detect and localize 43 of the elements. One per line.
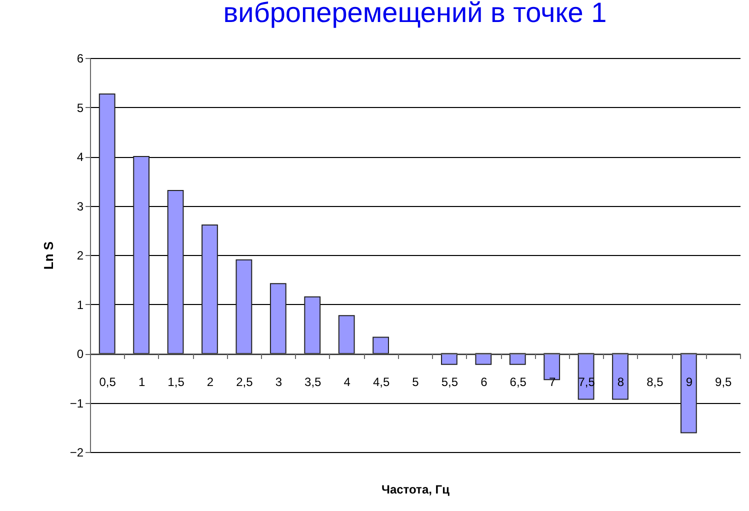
y-tick-label: 1 [76, 298, 84, 312]
bar [98, 93, 116, 354]
x-tick-label: 3 [275, 375, 282, 389]
bar [509, 353, 526, 365]
x-axis-title: Частота, Гц [382, 482, 450, 496]
x-tick-label: 1,5 [168, 375, 185, 389]
bar [167, 190, 184, 354]
chart-title: виброперемещений в точке 1 [223, 0, 607, 28]
y-tick-label: −2 [70, 446, 84, 460]
x-tick-label: 0,5 [99, 375, 116, 389]
x-tick-label: 3,5 [304, 375, 322, 389]
y-tick-label: 5 [76, 100, 84, 115]
x-tick-label: 5 [412, 375, 420, 389]
bar [680, 353, 697, 434]
x-tick-label: 6 [480, 375, 488, 389]
bar [202, 224, 218, 354]
x-tick-label: 6,5 [510, 375, 527, 389]
y-tick-label: 3 [76, 199, 84, 214]
y-tick-label: 6 [76, 52, 84, 66]
bar [133, 156, 150, 354]
x-tick-label: 4 [344, 375, 351, 389]
x-tick-label: 8 [617, 375, 624, 389]
x-tick-label: 5,5 [441, 375, 458, 389]
bar [441, 353, 458, 365]
x-tick-label: 1 [138, 375, 146, 389]
y-tick-label: 2 [76, 248, 84, 262]
bar [338, 315, 355, 354]
x-tick-label: 2,5 [236, 375, 254, 389]
x-tick-label: 2 [206, 375, 214, 389]
y-axis-title: Ln S [40, 241, 56, 270]
bar [372, 336, 389, 354]
y-tick-label: −1 [70, 396, 84, 410]
y-tick-label: 4 [76, 150, 84, 164]
x-tick-label: 8,5 [646, 375, 664, 389]
y-tick-label: 0 [76, 347, 84, 361]
x-tick-label: 9,5 [715, 375, 732, 389]
bar [270, 283, 286, 354]
x-tick-label: 9 [686, 375, 693, 389]
bar [475, 353, 492, 365]
x-tick-label: 4,5 [372, 375, 390, 389]
bar [612, 353, 628, 400]
bar [304, 296, 321, 354]
bar [236, 259, 252, 354]
